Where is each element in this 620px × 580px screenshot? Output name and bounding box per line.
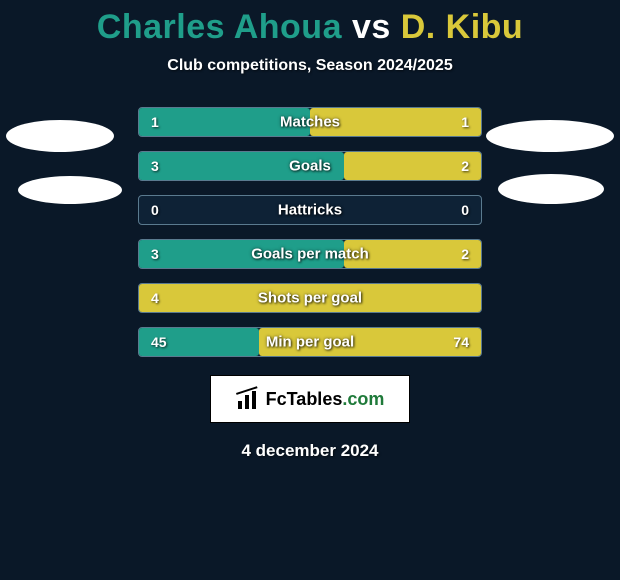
logo-text-prefix: FcTables [266,389,343,409]
stat-row: 4574Min per goal [138,327,482,357]
stat-rows: 11Matches 32Goals 0 0Hattricks 32Goals per m… [138,107,482,357]
right-fill [310,108,481,136]
logo-text: FcTables.com [266,389,385,410]
right-fill [344,152,481,180]
logo-badge: FcTables.com [210,375,410,423]
row-label: Hattricks [139,202,481,219]
player1-name: Charles Ahoua [97,8,342,46]
stat-row: 11Matches [138,107,482,137]
left-fill [139,328,259,356]
decorative-ellipse [498,174,604,204]
right-fill [344,240,481,268]
right-fill [259,328,481,356]
logo-text-suffix: .com [342,389,384,409]
right-value: 0 [461,202,469,218]
left-fill [139,284,481,312]
left-value: 0 [151,202,159,218]
vs-label: vs [352,8,391,46]
player2-name: D. Kibu [401,8,523,46]
decorative-ellipse [6,120,114,152]
page-title: Charles Ahoua vs D. Kibu [0,0,620,47]
subtitle: Club competitions, Season 2024/2025 [0,57,620,75]
footer-date: 4 december 2024 [0,441,620,461]
bar-chart-icon [236,389,260,409]
stat-row: 4Shots per goal [138,283,482,313]
stat-row: 32Goals [138,151,482,181]
left-fill [139,108,310,136]
decorative-ellipse [486,120,614,152]
left-fill [139,152,344,180]
left-fill [139,240,344,268]
stat-row: 0 0Hattricks [138,195,482,225]
stat-row: 32Goals per match [138,239,482,269]
decorative-ellipse [18,176,122,204]
